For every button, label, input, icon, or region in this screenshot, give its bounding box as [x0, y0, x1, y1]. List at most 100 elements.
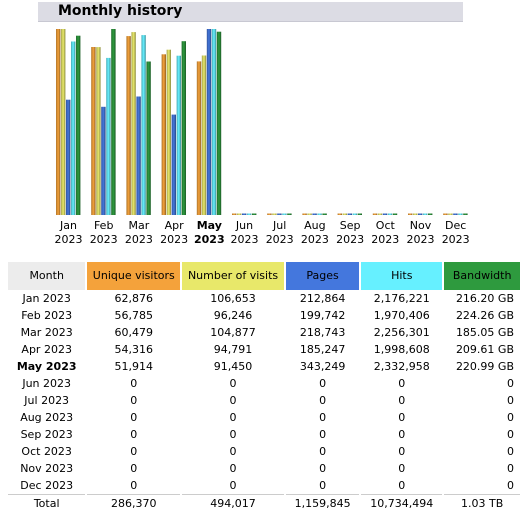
tick-label-month: May [197, 219, 222, 232]
bar-pages-7 [312, 213, 317, 215]
table-row: Jan 2023 62,876 106,653 212,864 2,176,221 216… [8, 290, 520, 307]
bar-pages-11 [453, 213, 458, 215]
total-bandwidth: 1.03 TB [444, 494, 520, 512]
row-unique-visitors: 62,876 [114, 292, 154, 305]
row-unique-visitors: 0 [130, 428, 138, 441]
bar-bandwidth-5 [252, 213, 257, 215]
row-unique-visitors: 0 [130, 445, 138, 458]
row-visits: 0 [229, 462, 237, 475]
tick-label-year: 2023 [442, 233, 470, 246]
row-unique-visitors: 0 [130, 462, 138, 475]
row-month: Apr 2023 [21, 343, 72, 356]
total-hits: 10,734,494 [361, 494, 443, 512]
monthly-history-table: Month Unique visitors Number of visits P… [6, 262, 522, 512]
bar-visits-11 [448, 213, 453, 215]
bar-pages-9 [382, 213, 388, 215]
bar-visits-1 [96, 47, 101, 215]
row-bandwidth: 0 [507, 428, 514, 441]
section-header: Monthly history [38, 2, 463, 22]
bar-bandwidth-10 [428, 213, 433, 215]
bar-pages-4 [206, 29, 212, 215]
bar-hits-5 [247, 213, 252, 215]
table-row: Jun 2023 0 0 0 0 0 [8, 375, 520, 392]
col-header-hits: Hits [361, 262, 443, 290]
bar-visits-5 [237, 213, 242, 215]
row-month: Mar 2023 [20, 326, 73, 339]
tick-label-year: 2023 [407, 233, 435, 246]
bar-bandwidth-2 [146, 61, 151, 215]
tick-label-month: Jul [272, 219, 286, 232]
row-visits: 94,791 [213, 343, 253, 356]
bar-unique-visitors-10 [408, 213, 413, 215]
bar-unique-visitors-9 [372, 213, 378, 215]
bar-unique-visitors-2 [126, 36, 131, 215]
row-pages: 0 [319, 394, 327, 407]
tick-label-month: Dec [445, 219, 466, 232]
tick-label-year: 2023 [266, 233, 294, 246]
bar-visits-0 [61, 29, 66, 215]
row-bandwidth: 185.05 GB [455, 326, 514, 339]
row-hits: 0 [398, 394, 406, 407]
row-unique-visitors: 0 [130, 394, 138, 407]
row-hits: 0 [398, 462, 406, 475]
bar-hits-1 [106, 57, 111, 216]
total-unique-visitors: 286,370 [87, 494, 181, 512]
row-month: Dec 2023 [20, 479, 74, 492]
row-month: Sep 2023 [20, 428, 73, 441]
row-pages: 0 [319, 462, 327, 475]
bar-visits-7 [307, 213, 312, 215]
row-visits: 0 [229, 428, 237, 441]
bar-unique-visitors-1 [91, 47, 96, 215]
bar-hits-2 [141, 35, 146, 215]
row-visits: 0 [229, 479, 237, 492]
row-hits: 2,332,958 [373, 360, 430, 373]
bar-bandwidth-1 [111, 29, 116, 215]
row-month: Aug 2023 [20, 411, 74, 424]
bar-visits-2 [131, 32, 136, 215]
col-header-unique-visitors: Unique visitors [87, 262, 181, 290]
bar-hits-8 [352, 213, 357, 215]
bar-hits-7 [317, 213, 322, 215]
bar-hits-6 [282, 213, 287, 215]
row-unique-visitors: 54,316 [114, 343, 154, 356]
row-unique-visitors: 56,785 [114, 309, 154, 322]
row-unique-visitors: 0 [130, 377, 138, 390]
tick-label-month: Nov [410, 219, 432, 232]
row-visits: 104,877 [210, 326, 256, 339]
bar-bandwidth-7 [322, 213, 327, 215]
row-hits: 1,970,406 [373, 309, 430, 322]
table-row: Apr 2023 54,316 94,791 185,247 1,998,608 209.… [8, 341, 520, 358]
row-bandwidth: 220.99 GB [455, 360, 514, 373]
bar-hits-4 [211, 29, 217, 215]
row-hits: 0 [398, 411, 406, 424]
row-month: Jul 2023 [24, 394, 70, 407]
row-pages: 185,247 [299, 343, 346, 356]
row-unique-visitors: 51,914 [114, 360, 154, 373]
row-month: Jan 2023 [22, 292, 71, 305]
row-pages: 0 [319, 411, 327, 424]
tick-label-month: Jan [59, 219, 77, 232]
total-pages: 1,159,845 [285, 494, 360, 512]
row-month: Nov 2023 [20, 462, 74, 475]
bar-bandwidth-0 [76, 35, 81, 216]
row-pages: 0 [319, 377, 327, 390]
row-unique-visitors: 60,479 [114, 326, 154, 339]
row-visits: 0 [229, 445, 237, 458]
bar-unique-visitors-0 [56, 29, 61, 215]
bar-hits-11 [458, 213, 463, 215]
bar-pages-5 [242, 213, 247, 215]
row-visits: 0 [229, 377, 237, 390]
row-unique-visitors: 0 [130, 479, 138, 492]
tick-label-month: Oct [376, 219, 396, 232]
bar-pages-2 [136, 96, 141, 215]
bar-unique-visitors-6 [267, 213, 272, 215]
bar-pages-3 [171, 114, 176, 215]
row-unique-visitors: 0 [130, 411, 138, 424]
table-total-row: Total 286,370 494,017 1,159,845 10,734,4… [8, 494, 520, 512]
bar-visits-8 [342, 213, 347, 215]
row-bandwidth: 0 [507, 445, 514, 458]
monthly-history-chart: Jan2023Feb2023Mar2023Apr2023May2023Jun20… [55, 29, 470, 246]
row-hits: 0 [398, 377, 406, 390]
bar-hits-3 [176, 55, 181, 216]
bar-hits-10 [423, 213, 428, 215]
